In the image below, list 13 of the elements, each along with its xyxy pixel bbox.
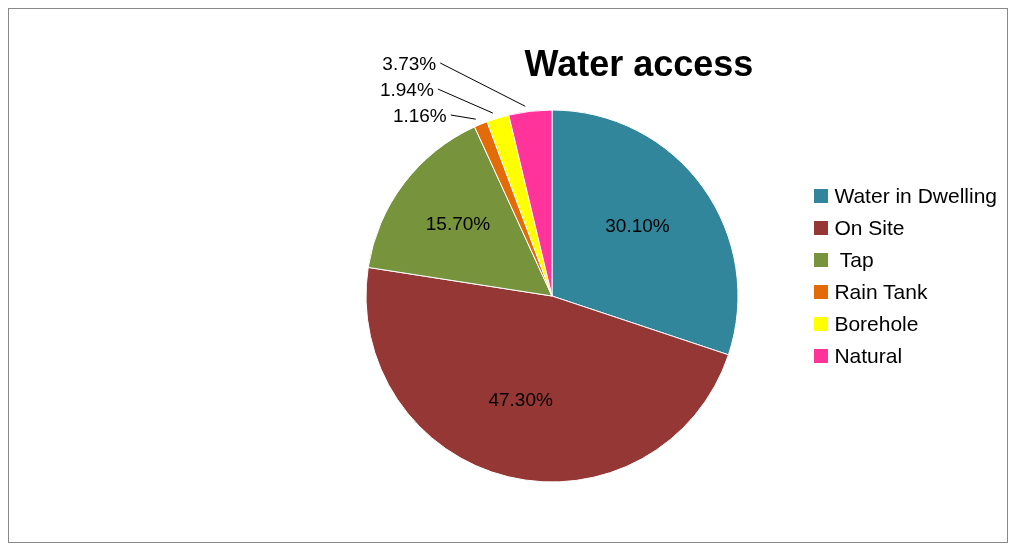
legend-label: Borehole [834,310,919,337]
legend-label: Water in Dwelling [834,182,997,209]
legend-label: Natural [834,342,903,369]
legend-label: Rain Tank [834,278,928,305]
legend-label: Tap [838,246,874,273]
data-label: 47.30% [488,388,554,410]
data-label: 30.10% [605,215,670,237]
data-label: 1.16% [392,104,447,126]
chart-title: Water access [523,43,755,85]
data-label: 1.94% [379,78,434,100]
data-label: 15.70% [425,213,491,235]
legend-label: On Site [834,214,905,241]
data-label: 3.73% [382,52,437,74]
